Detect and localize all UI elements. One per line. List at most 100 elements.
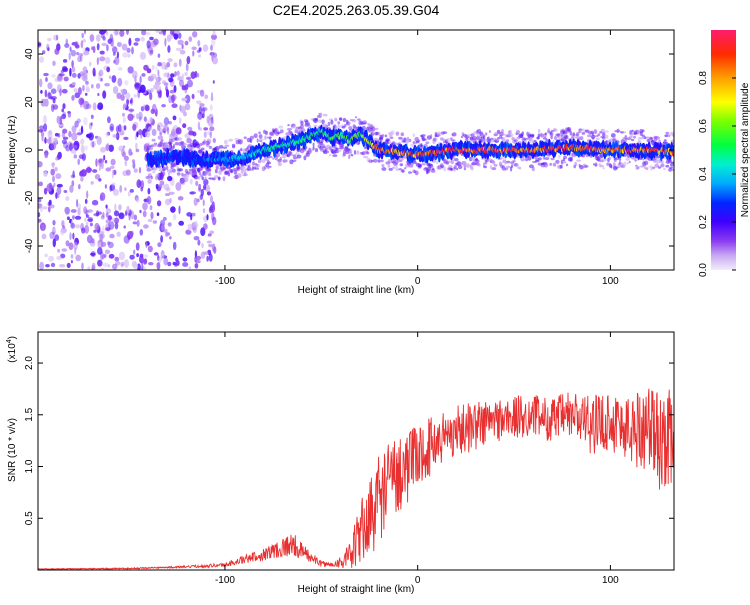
spectrogram-noise-cell [141, 30, 147, 36]
spectrogram-noise-cell [133, 214, 138, 221]
spectrogram-noise-cell [62, 225, 66, 229]
spectrogram-noise-cell [156, 262, 161, 270]
spectrogram-noise-cell [43, 187, 48, 195]
spectrogram-halo-cell [457, 164, 463, 170]
spectrogram-noise-cell [209, 230, 215, 235]
spectrogram-noise-cell [112, 86, 119, 94]
spectrogram-halo-cell [430, 134, 433, 139]
spectrogram-halo-cell [599, 164, 604, 168]
spectrogram-noise-cell [201, 107, 208, 112]
spectrogram-noise-cell [149, 92, 153, 101]
spectrogram-halo-cell [502, 158, 507, 161]
spectrogram-halo-cell [149, 169, 152, 172]
spectrogram-noise-cell [104, 82, 110, 87]
spectrogram-halo-cell [322, 146, 326, 149]
spectrogram-halo-cell [436, 131, 442, 137]
spectrogram-noise-cell [202, 208, 206, 214]
spectrogram-halo-cell [527, 133, 532, 139]
spectrogram-halo-cell [198, 171, 202, 176]
spectrogram-noise-cell [38, 198, 42, 203]
spectrogram-noise-cell [211, 52, 214, 62]
spectrogram-noise-cell [121, 43, 128, 51]
spectrogram-noise-cell [112, 263, 118, 270]
spectrogram-noise-cell [181, 97, 188, 102]
spectrogram-noise-cell [168, 77, 174, 83]
spectrogram-noise-cell [162, 80, 167, 85]
spectrogram-noise-cell [167, 58, 173, 63]
spectrogram-halo-cell [527, 155, 532, 161]
spectrogram-halo-cell [624, 138, 627, 143]
spectrogram-halo-cell [640, 165, 645, 168]
spectrogram-noise-cell [149, 205, 153, 211]
spectrogram-noise-cell [42, 50, 46, 55]
spectrogram-halo-cell [621, 131, 627, 134]
spectrogram-noise-cell [96, 136, 102, 146]
spectrogram-noise-cell [74, 120, 79, 128]
spectrogram-noise-cell [207, 118, 214, 127]
spectrogram-noise-cell [65, 240, 70, 247]
spectrogram-halo-cell [287, 124, 290, 127]
spectrogram-noise-cell [165, 232, 171, 236]
spectrogram-noise-cell [112, 52, 116, 56]
spectrogram-halo-cell [283, 156, 286, 159]
spectrogram-halo-cell [446, 137, 451, 143]
spectrogram-noise-cell [80, 54, 83, 63]
spectrogram-noise-cell [68, 52, 71, 61]
spectrogram-noise-cell [171, 128, 176, 137]
spectrogram-noise-cell [70, 49, 77, 57]
spectrogram-halo-cell [633, 135, 636, 139]
spectrogram-noise-cell [70, 260, 73, 264]
spectrogram-noise-cell [99, 233, 104, 242]
spectrogram-noise-cell [206, 191, 212, 196]
spectrogram-noise-cell [102, 211, 105, 218]
spectrogram-noise-cell [140, 36, 145, 42]
spectrogram-noise-cell [44, 253, 48, 258]
spectrogram-noise-cell [210, 195, 213, 204]
spectrogram-noise-cell [105, 219, 111, 224]
spectrogram-noise-cell [85, 221, 89, 226]
spectrogram-halo-cell [348, 154, 351, 159]
spectrogram-halo-cell [489, 165, 492, 169]
spectrogram-halo-cell [280, 129, 284, 134]
spectrogram-noise-cell [194, 263, 199, 269]
spectrogram-noise-cell [198, 47, 202, 52]
spectrogram-noise-cell [72, 82, 76, 86]
spectrogram-halo-cell [236, 165, 241, 170]
spectrogram-halo-cell [623, 161, 627, 167]
spectrogram-noise-cell [66, 262, 71, 269]
spectrogram-halo-cell [232, 145, 236, 149]
spectrogram-halo-cell [151, 138, 156, 142]
spectrogram-noise-cell [55, 173, 62, 180]
spectrogram-noise-cell [161, 223, 165, 232]
spectrogram-halo-cell [483, 165, 487, 169]
spectrogram-halo-cell [648, 165, 654, 169]
spectrogram-halo-cell [363, 146, 368, 150]
spectrogram-noise-cell [122, 116, 126, 123]
spectrogram-halo-cell [558, 155, 561, 159]
spectrogram-halo-cell [592, 132, 595, 137]
spectrogram-noise-cell [211, 34, 217, 40]
spectrogram-halo-cell [655, 159, 660, 164]
spectrogram-noise-cell [163, 257, 169, 266]
spectrogram-halo-cell [243, 136, 247, 139]
spectrogram-halo-cell [643, 164, 647, 170]
spectrogram-noise-cell [114, 222, 119, 230]
spectrogram-noise-cell [102, 90, 107, 99]
spectrogram-halo-cell [505, 165, 511, 169]
spectrogram-halo-cell [614, 166, 619, 169]
spectrogram-halo-cell [356, 150, 360, 155]
spectrogram-noise-cell [55, 34, 59, 41]
spectrogram-halo-cell [504, 167, 508, 171]
spectrogram-noise-cell [120, 263, 124, 268]
spectrogram-halo-cell [251, 166, 254, 170]
spectrogram-noise-cell [48, 136, 55, 144]
spectrogram-halo-cell [645, 162, 649, 165]
spectrogram-noise-cell [139, 229, 144, 236]
spectrogram-halo-cell [322, 113, 328, 117]
spectrogram-noise-cell [111, 182, 116, 186]
spectrogram-noise-cell [135, 197, 140, 203]
snr-xtick-label: -100 [215, 575, 235, 586]
spectrogram-halo-cell [350, 149, 353, 154]
spectrogram-noise-cell [123, 103, 127, 109]
spectrogram-noise-cell [109, 165, 115, 169]
